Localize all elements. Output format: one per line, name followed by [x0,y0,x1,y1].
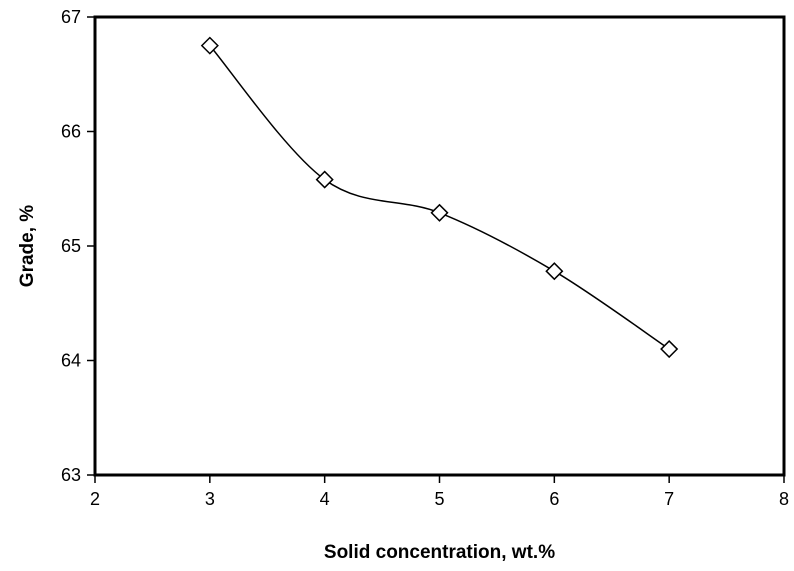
y-tick-label: 64 [61,351,81,371]
x-tick-label: 7 [664,489,674,509]
y-tick-label: 63 [61,465,81,485]
x-axis-ticks: 2 3 4 5 6 7 8 [90,475,789,509]
data-point-marker [545,262,564,281]
y-tick-label: 65 [61,236,81,256]
x-tick-label: 3 [205,489,215,509]
y-tick-label: 66 [61,122,81,142]
x-tick-label: 8 [779,489,789,509]
y-axis-ticks: 63 64 65 66 67 [61,7,95,485]
data-point-marker [315,170,334,189]
x-tick-label: 2 [90,489,100,509]
y-tick-label: 67 [61,7,81,27]
data-point-marker [200,36,219,55]
plot-area [93,15,786,477]
data-point-marker [660,339,679,359]
x-tick-label: 6 [549,489,559,509]
x-axis-title: Solid concentration, wt.% [324,542,555,563]
x-tick-label: 4 [320,489,330,509]
data-point-marker [430,203,449,222]
data-markers [200,36,679,359]
y-axis-title: Grade, % [17,205,38,287]
x-tick-label: 5 [434,489,444,509]
